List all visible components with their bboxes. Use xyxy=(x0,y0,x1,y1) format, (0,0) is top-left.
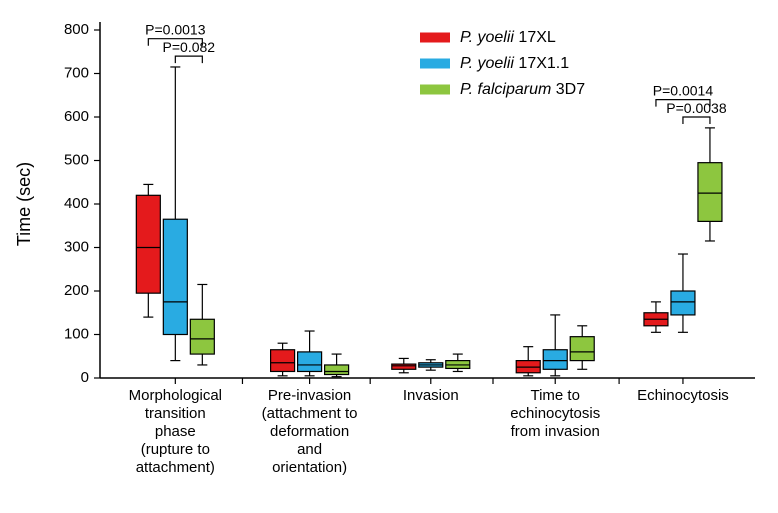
boxplot-chart: 0 100 200 300 400 500 600 700 800 Time (sec) Morph… xyxy=(0,0,778,513)
box xyxy=(570,337,594,361)
legend-swatch xyxy=(420,85,450,95)
legend-label: P. yoelii 17X1.1 xyxy=(460,55,569,72)
x-tick-label: deformation xyxy=(270,423,349,440)
pvalue-label: P=0.0038 xyxy=(666,100,727,116)
x-tick-label: transition xyxy=(145,405,206,422)
x-tick-label: orientation) xyxy=(272,459,347,476)
y-axis-title: Time (sec) xyxy=(14,162,34,246)
chart-container: 0 100 200 300 400 500 600 700 800 Time (sec) Morph… xyxy=(0,0,778,513)
legend-label: P. yoelii 17XL xyxy=(460,29,556,46)
box xyxy=(190,319,214,354)
box xyxy=(136,195,160,293)
x-tick-label: attachment) xyxy=(136,459,215,476)
x-tick-label: and xyxy=(297,441,322,458)
box xyxy=(392,364,416,369)
pvalue-label: P=0.0013 xyxy=(145,22,206,38)
box xyxy=(671,291,695,315)
x-tick-label: echinocytosis xyxy=(510,405,600,422)
x-tick-label: Time to xyxy=(530,387,579,404)
y-tick-label: 400 xyxy=(64,195,89,212)
pvalue-label: P=0.082 xyxy=(163,39,216,55)
y-tick-label: 700 xyxy=(64,64,89,81)
box xyxy=(325,365,349,375)
y-tick-label: 0 xyxy=(81,369,89,386)
y-tick-label: 800 xyxy=(64,21,89,38)
y-tick-label: 200 xyxy=(64,282,89,299)
legend-label: P. falciparum 3D7 xyxy=(460,81,585,98)
x-tick-label: phase xyxy=(155,423,196,440)
legend-swatch xyxy=(420,59,450,69)
x-tick-label: from invasion xyxy=(511,423,600,440)
box xyxy=(698,163,722,222)
box xyxy=(271,350,295,372)
y-tick-label: 100 xyxy=(64,325,89,342)
pvalue-label: P=0.0014 xyxy=(653,83,714,99)
x-tick-label: Echinocytosis xyxy=(637,387,729,404)
x-tick-label: (attachment to xyxy=(262,405,358,422)
box xyxy=(543,350,567,370)
y-tick-label: 600 xyxy=(64,108,89,125)
x-tick-label: (rupture to xyxy=(141,441,210,458)
legend-swatch xyxy=(420,33,450,43)
y-tick-label: 500 xyxy=(64,151,89,168)
x-tick-label: Morphological xyxy=(129,387,222,404)
x-tick-label: Invasion xyxy=(403,387,459,404)
y-tick-label: 300 xyxy=(64,238,89,255)
box xyxy=(298,352,322,372)
x-tick-label: Pre-invasion xyxy=(268,387,351,404)
box xyxy=(163,219,187,334)
